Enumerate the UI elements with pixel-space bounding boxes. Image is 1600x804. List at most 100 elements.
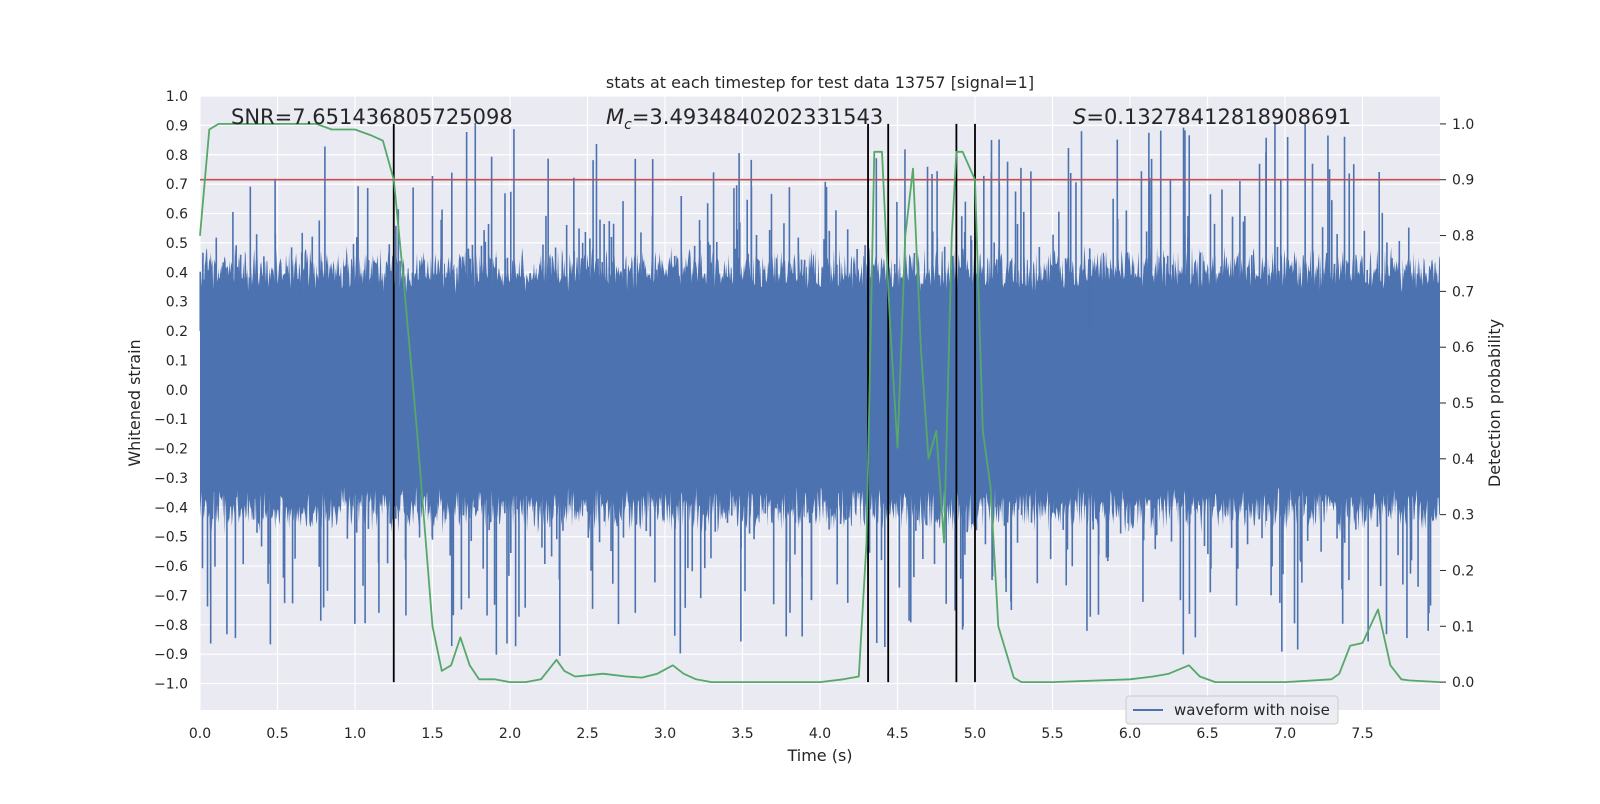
probability-point [1408, 679, 1410, 682]
probability-point [208, 128, 210, 131]
x-tick-label: 2.0 [499, 726, 521, 742]
x-tick-label: 3.5 [731, 726, 753, 742]
chart-title: stats at each timestep for test data 137… [606, 73, 1034, 92]
x-tick-label: 7.0 [1274, 726, 1296, 742]
probability-point [1330, 678, 1333, 680]
x-tick-label: 6.0 [1119, 726, 1141, 742]
probability-point [478, 678, 480, 680]
y-tick-label: −0.5 [154, 530, 188, 546]
probability-point [962, 151, 964, 153]
x-tick-label: 5.5 [1041, 726, 1063, 742]
x-axis-ticks: 0.0 0.5 1.0 1.5 2.0 2.5 3.0 3.5 4.0 4.5 5.0 5.5 6.0 6… [189, 726, 1374, 742]
probability-point [1028, 681, 1030, 683]
y2-tick-label: 0.6 [1452, 340, 1474, 356]
y2-tick-label: 0.0 [1452, 675, 1474, 691]
probability-point [989, 486, 992, 488]
probability-point [1237, 681, 1240, 683]
probability-point [555, 659, 558, 661]
probability-point [602, 673, 604, 675]
probability-point [1214, 681, 1216, 683]
mc-subscript: c [624, 117, 632, 133]
y-tick-label: 0.0 [166, 383, 188, 399]
probability-point [524, 681, 527, 683]
probability-point [238, 123, 240, 125]
probability-point [842, 678, 844, 680]
probability-point [493, 678, 496, 680]
y2-tick-label: 0.2 [1452, 563, 1474, 579]
y-tick-label: 0.7 [166, 177, 188, 193]
snr-annotation: SNR=7.651436805725098 [231, 105, 513, 129]
probability-point [1389, 664, 1391, 666]
probability-point [683, 673, 685, 675]
probability-point [881, 151, 883, 153]
probability-point [382, 140, 384, 142]
probability-point [1020, 681, 1023, 683]
probability-point [469, 664, 471, 666]
probability-point [369, 134, 372, 136]
probability-point [276, 123, 279, 125]
probability-point [315, 123, 317, 125]
probability-point [199, 234, 201, 237]
y-tick-label: 0.9 [166, 118, 188, 134]
probability-point [672, 664, 674, 666]
y-tick-label: 0.4 [166, 265, 188, 281]
y-tick-label: 0.5 [166, 236, 188, 252]
probability-point [354, 128, 356, 131]
x-tick-label: 0.0 [189, 726, 211, 742]
probability-point [904, 234, 906, 237]
probability-point [1188, 664, 1190, 666]
y-tick-label: −1.0 [154, 677, 188, 693]
probability-point [563, 670, 565, 672]
x-tick-label: 4.0 [809, 726, 831, 742]
probability-point [1284, 681, 1286, 683]
legend-box [1125, 695, 1339, 725]
y-tick-label: 0.1 [166, 353, 188, 369]
s-annotation: S=0.13278412818908691 [1073, 105, 1351, 129]
y-tick-label: −0.7 [154, 588, 188, 604]
probability-point [955, 151, 958, 153]
x-axis-label: Time (s) [786, 746, 852, 765]
probability-point [1051, 681, 1054, 683]
x-tick-label: 0.5 [266, 726, 288, 742]
probability-point [586, 674, 589, 676]
probability-point [1338, 673, 1340, 675]
probability-point [865, 541, 868, 544]
y2-tick-label: 0.5 [1452, 396, 1474, 412]
probability-point [1152, 675, 1154, 678]
mc-value: =3.4934840202331543 [632, 105, 883, 129]
probability-point [951, 234, 953, 237]
probability-point [889, 318, 891, 320]
y2-axis-ticks: 1.0 0.9 0.8 0.7 0.6 0.5 0.4 0.3 0.2 0.1 0.0 [1440, 117, 1474, 691]
y-tick-label: −0.6 [154, 559, 188, 575]
y-tick-label: −0.4 [154, 500, 188, 516]
probability-point [927, 458, 930, 460]
probability-point [625, 675, 627, 678]
probability-point [574, 675, 576, 678]
x-tick-label: 1.0 [344, 726, 366, 742]
probability-point [218, 123, 220, 125]
legend: waveform with noise [1125, 695, 1339, 725]
x-tick-label: 3.0 [654, 726, 676, 742]
mc-annotation: Mc=3.4934840202331543 [606, 105, 883, 133]
detection-probability-points [199, 123, 1441, 683]
probability-point [431, 625, 434, 627]
probability-point [404, 290, 406, 292]
probability-point [710, 681, 713, 683]
y-tick-label: 0.6 [166, 207, 188, 223]
probability-point [331, 128, 333, 131]
probability-point [695, 678, 697, 680]
y2-tick-label: 0.7 [1452, 284, 1474, 300]
y-axis-label: Whitened strain [125, 339, 144, 466]
y-axis-ticks: 1.0 0.9 0.8 0.7 0.6 0.5 0.4 0.3 0.2 0.1 0.0 −0.1 −0.… [154, 89, 188, 693]
probability-point [1168, 673, 1170, 675]
probability-point [858, 675, 860, 678]
probability-point [459, 636, 461, 639]
probability-point [819, 681, 821, 683]
y2-tick-label: 0.1 [1452, 619, 1474, 635]
waveform-series [200, 245, 1440, 535]
y-tick-label: 1.0 [166, 89, 188, 105]
y-tick-label: 0.8 [166, 148, 188, 164]
y-tick-label: −0.3 [154, 471, 188, 487]
probability-point [656, 673, 658, 675]
